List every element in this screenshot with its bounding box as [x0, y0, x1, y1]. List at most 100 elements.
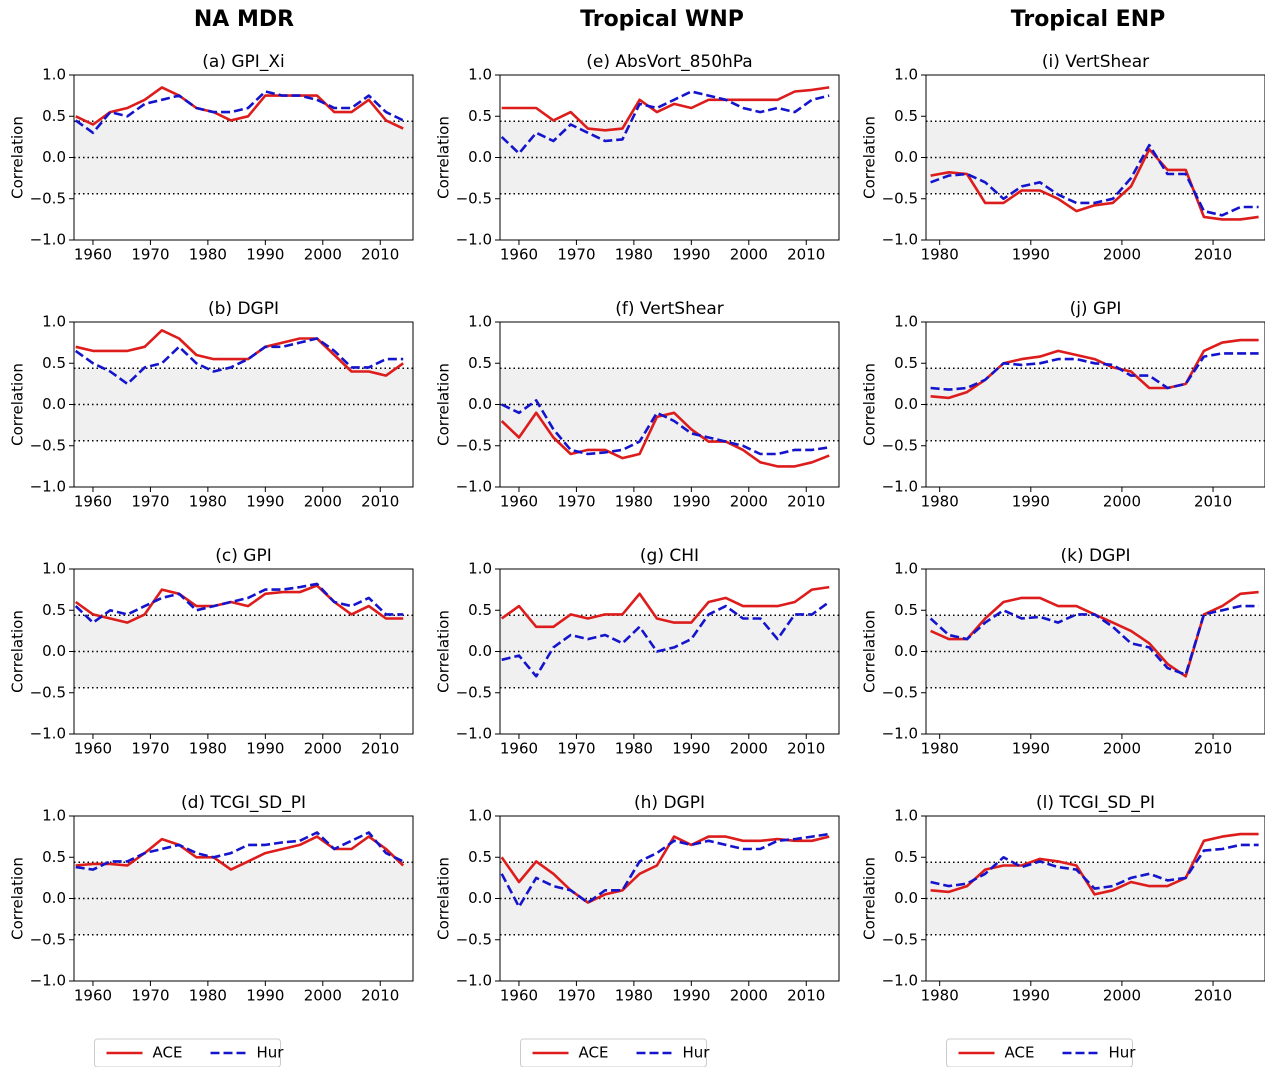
y-tick-label: 0.0 [894, 148, 918, 166]
x-tick-label: 1970 [131, 493, 169, 511]
y-tick-label: 1.0 [894, 807, 918, 825]
series-line [500, 411, 830, 468]
x-tick-label: 1990 [1012, 987, 1050, 1005]
y-tick-label: −1.0 [456, 972, 492, 990]
x-tick-label: 1970 [557, 246, 595, 264]
y-tick-label: −1.0 [30, 231, 66, 249]
y-tick-label: 0.5 [468, 107, 492, 125]
chart-title: (l) TCGI_SD_PI [1036, 793, 1155, 813]
shaded-band [926, 615, 1265, 688]
y-tick-label: 0.0 [42, 148, 66, 166]
series-line [501, 399, 830, 456]
y-tick-label: 0.0 [42, 395, 66, 413]
series-line [930, 352, 1259, 391]
y-axis-label: Correlation [861, 116, 879, 199]
y-tick-label: 0.5 [468, 354, 492, 372]
y-tick-label: −1.0 [882, 478, 918, 496]
y-axis-label: Correlation [435, 857, 453, 940]
y-tick-label: 1.0 [42, 807, 66, 825]
y-tick-label: 1.0 [894, 66, 918, 84]
y-tick-label: −1.0 [456, 231, 492, 249]
y-tick-label: −1.0 [30, 725, 66, 743]
column-title: Tropical ENP [1011, 7, 1166, 32]
y-tick-label: −0.5 [882, 683, 918, 701]
series-line [74, 90, 404, 135]
x-tick-label: 1990 [1012, 740, 1050, 758]
x-tick-label: 1980 [921, 987, 959, 1005]
chart-title: (i) VertShear [1042, 52, 1149, 72]
y-tick-label: 0.0 [42, 889, 66, 907]
y-tick-label: −0.5 [30, 189, 66, 207]
y-axis-label: Correlation [9, 363, 27, 446]
y-tick-label: 0.0 [468, 642, 492, 660]
series-line [75, 835, 405, 871]
y-tick-label: 1.0 [42, 313, 66, 331]
legend-label: ACE [153, 1044, 183, 1062]
y-tick-label: 0.5 [468, 848, 492, 866]
y-tick-label: −0.5 [882, 436, 918, 454]
y-axis-label: Correlation [861, 363, 879, 446]
y-tick-label: 0.5 [42, 848, 66, 866]
chart-title: (c) GPI [215, 546, 271, 566]
x-tick-label: 1980 [921, 493, 959, 511]
x-tick-label: 1990 [672, 987, 710, 1005]
x-tick-label: 1980 [189, 740, 227, 758]
shaded-band [500, 368, 839, 441]
y-tick-label: 0.5 [894, 107, 918, 125]
series-line [930, 843, 1259, 890]
chart-title: (e) AbsVort_850hPa [586, 52, 752, 72]
x-tick-label: 1970 [131, 987, 169, 1005]
legend-label: ACE [1005, 1044, 1035, 1062]
column-title: Tropical WNP [580, 7, 744, 32]
x-tick-label: 1970 [557, 740, 595, 758]
y-tick-label: 0.0 [894, 889, 918, 907]
x-tick-label: 1990 [246, 246, 284, 264]
x-tick-label: 1980 [921, 246, 959, 264]
x-tick-label: 2010 [787, 987, 825, 1005]
y-tick-label: −0.5 [30, 683, 66, 701]
x-tick-label: 1970 [131, 740, 169, 758]
shaded-band [500, 615, 839, 688]
y-tick-label: 1.0 [42, 66, 66, 84]
x-tick-label: 1980 [189, 987, 227, 1005]
y-tick-label: 0.0 [894, 395, 918, 413]
y-tick-label: −1.0 [882, 725, 918, 743]
x-tick-label: 1970 [557, 987, 595, 1005]
legend-label: ACE [579, 1044, 609, 1062]
series-line [500, 90, 830, 155]
series-line [74, 584, 404, 624]
series-line [75, 831, 404, 871]
shaded-band [500, 121, 839, 194]
y-tick-label: 0.0 [468, 889, 492, 907]
x-tick-label: 1960 [500, 987, 538, 1005]
x-tick-label: 1960 [74, 740, 112, 758]
x-tick-label: 2000 [730, 246, 768, 264]
x-tick-label: 1960 [74, 246, 112, 264]
series-line [501, 600, 830, 678]
y-tick-label: −1.0 [456, 478, 492, 496]
x-tick-label: 1990 [1012, 246, 1050, 264]
x-tick-label: 2010 [787, 493, 825, 511]
y-tick-label: −0.5 [882, 189, 918, 207]
series-line [930, 143, 1259, 217]
series-line [74, 337, 404, 386]
y-tick-label: 0.5 [894, 848, 918, 866]
x-tick-label: 1980 [189, 493, 227, 511]
y-tick-label: 1.0 [468, 313, 492, 331]
legend-label: Hur [257, 1044, 285, 1062]
x-tick-label: 2010 [1194, 740, 1232, 758]
x-tick-label: 2010 [361, 493, 399, 511]
x-tick-label: 1970 [131, 246, 169, 264]
legend-box [946, 1038, 1133, 1067]
x-tick-label: 1960 [500, 493, 538, 511]
x-tick-label: 1990 [672, 493, 710, 511]
y-tick-label: 0.5 [42, 107, 66, 125]
y-tick-label: 1.0 [468, 807, 492, 825]
y-tick-label: 0.0 [468, 148, 492, 166]
x-tick-label: 2000 [1103, 493, 1141, 511]
x-tick-label: 1960 [500, 740, 538, 758]
y-tick-label: −1.0 [30, 972, 66, 990]
x-tick-label: 1960 [74, 987, 112, 1005]
x-tick-label: 2010 [787, 246, 825, 264]
y-axis-label: Correlation [9, 610, 27, 693]
